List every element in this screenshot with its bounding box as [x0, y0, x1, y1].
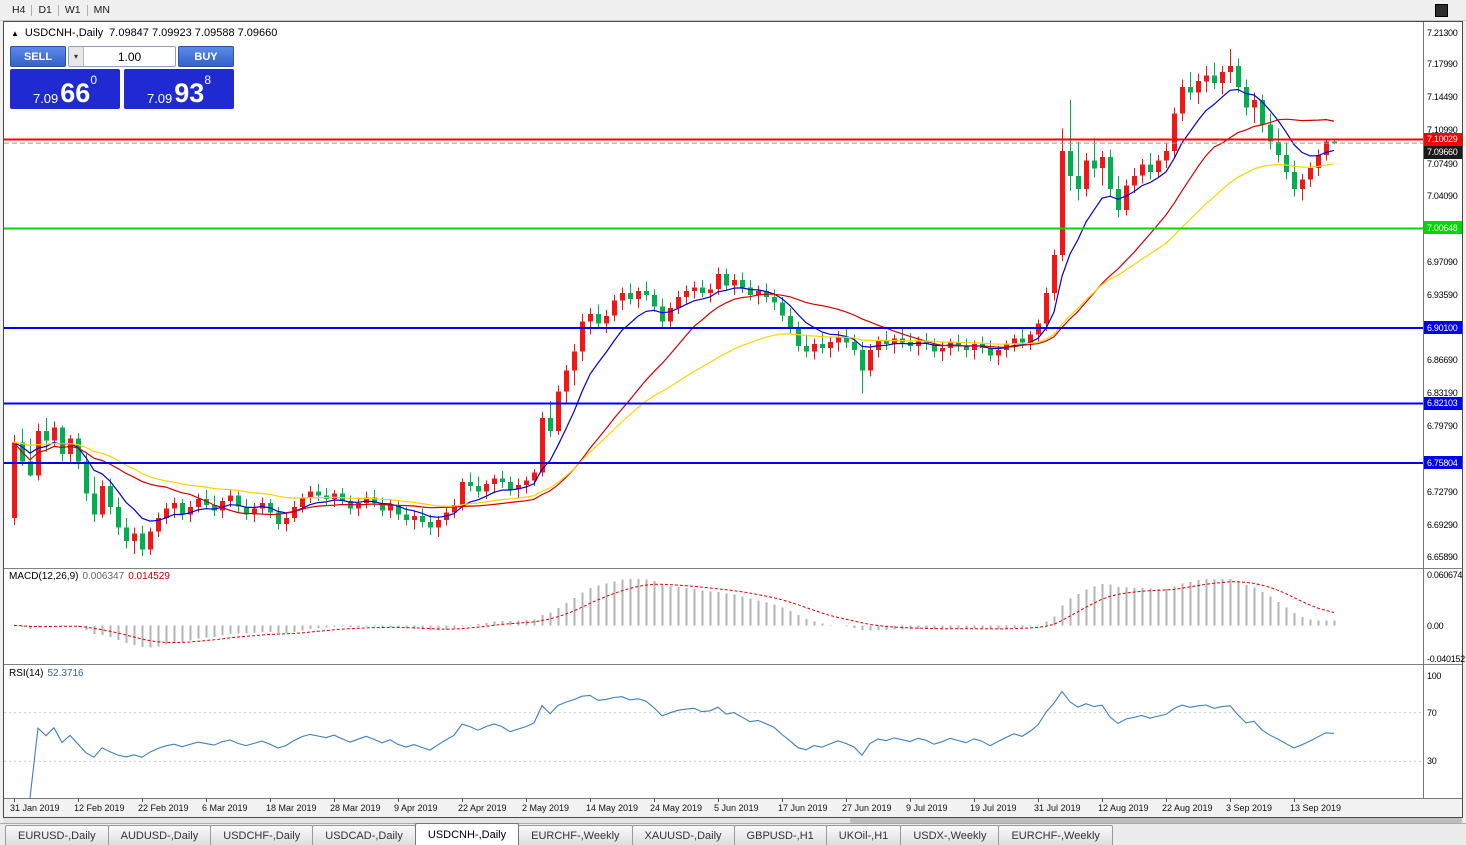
date-label: 14 May 2019: [586, 803, 639, 813]
date-tick: [1230, 799, 1231, 802]
date-label: 28 Mar 2019: [330, 803, 381, 813]
date-tick: [1294, 799, 1295, 802]
buy-price-point: 8: [204, 73, 212, 87]
chart-tab-usdcnh-daily[interactable]: USDCNH-,Daily: [414, 823, 520, 845]
date-tick: [1102, 799, 1103, 802]
date-label: 27 Jun 2019: [842, 803, 892, 813]
buy-button[interactable]: BUY: [178, 46, 234, 67]
date-tick: [1038, 799, 1039, 802]
window-button[interactable]: [1435, 4, 1448, 17]
chart-tab-bar: EURUSD-,Daily AUDUSD-,Daily USDCHF-,Daily U…: [0, 823, 1466, 845]
toolbar-separator: [57, 4, 59, 16]
date-label: 9 Apr 2019: [394, 803, 438, 813]
date-tick: [462, 799, 463, 802]
macd-name: MACD(12,26,9): [9, 571, 79, 582]
sell-price-pips: 66: [60, 78, 91, 108]
date-label: 12 Feb 2019: [74, 803, 125, 813]
chart-window: 7.21300 7.17990 7.14490 7.10990 7.07490 7.040…: [3, 21, 1465, 818]
date-tick: [270, 799, 271, 802]
date-tick: [846, 799, 847, 802]
timeframe-d1-button[interactable]: D1: [38, 4, 52, 16]
buy-price-major: 7.09: [146, 91, 173, 106]
sell-price-major: 7.09: [32, 91, 59, 106]
date-tick: [14, 799, 15, 802]
date-tick: [398, 799, 399, 802]
timeframe-h4-button[interactable]: H4: [12, 4, 26, 16]
date-label: 31 Jan 2019: [10, 803, 60, 813]
date-label: 6 Mar 2019: [202, 803, 248, 813]
chart-tab-xauusd-daily[interactable]: XAUUSD-,Daily: [631, 825, 735, 845]
collapse-arrow-icon[interactable]: ▲: [11, 28, 19, 38]
date-tick: [334, 799, 335, 802]
date-label: 5 Jun 2019: [714, 803, 759, 813]
date-axis: 31 Jan 2019 12 Feb 2019 22 Feb 2019 6 Mar 2…: [4, 798, 1462, 817]
sell-price-point: 0: [90, 73, 98, 87]
timeframe-w1-button[interactable]: W1: [64, 4, 81, 16]
chart-tab-ukoil-h1[interactable]: UKOil-,H1: [825, 825, 902, 845]
timeframe-mn-button[interactable]: MN: [93, 4, 110, 16]
date-tick: [142, 799, 143, 802]
rsi-indicator-label: RSI(14) 52.3716: [9, 668, 84, 679]
date-tick: [782, 799, 783, 802]
volume-control[interactable]: ▾ 1.00: [68, 46, 176, 67]
buy-price-pips: 93: [174, 78, 205, 108]
toolbar-separator: [86, 4, 88, 16]
buy-price-display[interactable]: 7.09 93 8: [124, 69, 234, 109]
date-tick: [910, 799, 911, 802]
scrollbar-thumb[interactable]: [849, 818, 1462, 823]
date-tick: [590, 799, 591, 802]
date-tick: [526, 799, 527, 802]
chart-title: ▲ USDCNH-,Daily 7.09847 7.09923 7.09588 …: [11, 27, 277, 39]
date-label: 24 May 2019: [650, 803, 703, 813]
macd-signal-value: 0.014529: [128, 571, 170, 582]
date-tick: [654, 799, 655, 802]
chart-tab-eurusd-daily[interactable]: EURUSD-,Daily: [5, 825, 109, 845]
sell-button[interactable]: SELL: [10, 46, 66, 67]
date-label: 12 Aug 2019: [1098, 803, 1149, 813]
chart-tab-usdcad-daily[interactable]: USDCAD-,Daily: [312, 825, 416, 845]
toolbar-separator: [31, 4, 33, 16]
chart-tab-gbpusd-h1[interactable]: GBPUSD-,H1: [733, 825, 827, 845]
rsi-name: RSI(14): [9, 668, 44, 679]
date-tick: [78, 799, 79, 802]
rsi-value: 52.3716: [47, 668, 84, 679]
date-label: 22 Apr 2019: [458, 803, 507, 813]
macd-indicator-label: MACD(12,26,9) 0.006347 0.014529: [9, 571, 170, 582]
date-label: 31 Jul 2019: [1034, 803, 1081, 813]
date-label: 22 Aug 2019: [1162, 803, 1213, 813]
date-label: 3 Sep 2019: [1226, 803, 1273, 813]
timeframe-toolbar: H4 D1 W1 MN: [0, 0, 1466, 21]
chart-tab-usdchf-daily[interactable]: USDCHF-,Daily: [210, 825, 314, 845]
date-tick: [206, 799, 207, 802]
chart-tab-eurchf-weekly[interactable]: EURCHF-,Weekly: [518, 825, 633, 845]
date-tick: [1166, 799, 1167, 802]
chart-tab-audusd-daily[interactable]: AUDUSD-,Daily: [107, 825, 212, 845]
one-click-trading-panel: SELL ▾ 1.00 BUY 7.09 66 0 7.09 93 8: [10, 46, 234, 109]
date-label: 9 Jul 2019: [906, 803, 948, 813]
date-label: 19 Jul 2019: [970, 803, 1017, 813]
date-label: 2 May 2019: [522, 803, 570, 813]
volume-value[interactable]: 1.00: [117, 49, 142, 64]
horizontal-scrollbar[interactable]: [3, 818, 1463, 823]
sell-price-display[interactable]: 7.09 66 0: [10, 69, 120, 109]
chart-tab-eurchf-weekly[interactable]: EURCHF-,Weekly: [998, 825, 1113, 845]
chart-tab-usdx-weekly[interactable]: USDX-,Weekly: [900, 825, 1000, 845]
date-label: 18 Mar 2019: [266, 803, 317, 813]
date-tick: [718, 799, 719, 802]
date-label: 17 Jun 2019: [778, 803, 828, 813]
date-label: 22 Feb 2019: [138, 803, 189, 813]
date-label: 13 Sep 2019: [1290, 803, 1342, 813]
macd-main-value: 0.006347: [82, 571, 125, 582]
chart-ohlc-values: 7.09847 7.09923 7.09588 7.09660: [109, 27, 278, 39]
price-chart-canvas[interactable]: [4, 22, 1462, 817]
date-tick: [974, 799, 975, 802]
chart-symbol-period: USDCNH-,Daily: [24, 27, 104, 39]
volume-dropdown-icon[interactable]: ▾: [69, 47, 84, 66]
